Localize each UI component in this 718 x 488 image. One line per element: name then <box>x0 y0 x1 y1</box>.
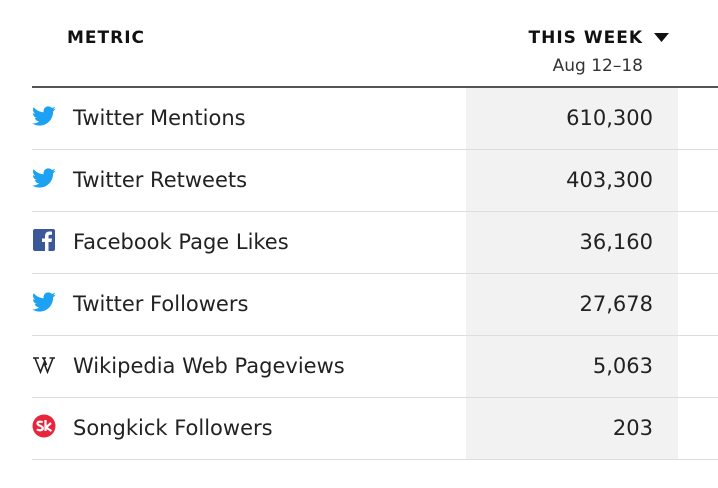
row-divider <box>32 149 718 150</box>
metric-value: 403,300 <box>566 168 653 192</box>
icon-graphic <box>32 292 56 312</box>
row-divider <box>32 335 718 336</box>
row-divider <box>32 273 718 274</box>
metric-header: METRIC <box>67 28 146 48</box>
metric-value: 610,300 <box>566 106 653 130</box>
metric-name[interactable]: Twitter Retweets <box>73 168 248 192</box>
metric-value: 36,160 <box>579 230 653 254</box>
metric-name[interactable]: Facebook Page Likes <box>73 230 289 254</box>
row-icon <box>32 290 56 314</box>
row-icon <box>32 228 56 252</box>
icon-graphic <box>32 414 56 438</box>
row-icon <box>32 352 56 376</box>
row-icon <box>32 104 56 128</box>
period-header[interactable]: THIS WEEK <box>528 28 643 48</box>
icon-graphic <box>33 357 55 375</box>
date-range: Aug 12–18 <box>552 56 643 76</box>
sort-arrow[interactable] <box>654 33 670 43</box>
icon-graphic <box>33 229 55 251</box>
metric-name[interactable]: Twitter Mentions <box>73 106 246 130</box>
header-rule <box>32 86 718 88</box>
icon-graphic <box>32 106 56 126</box>
metric-name[interactable]: Wikipedia Web Pageviews <box>73 354 345 378</box>
metric-value: 203 <box>612 416 653 440</box>
icon-graphic <box>32 168 56 188</box>
metric-value: 5,063 <box>592 354 653 378</box>
row-icon <box>32 166 56 190</box>
row-divider <box>32 211 718 212</box>
row-icon <box>32 414 56 438</box>
metric-name[interactable]: Songkick Followers <box>73 416 273 440</box>
metric-value: 27,678 <box>579 292 653 316</box>
row-divider <box>32 397 718 398</box>
row-divider <box>32 459 718 460</box>
metric-name[interactable]: Twitter Followers <box>73 292 249 316</box>
